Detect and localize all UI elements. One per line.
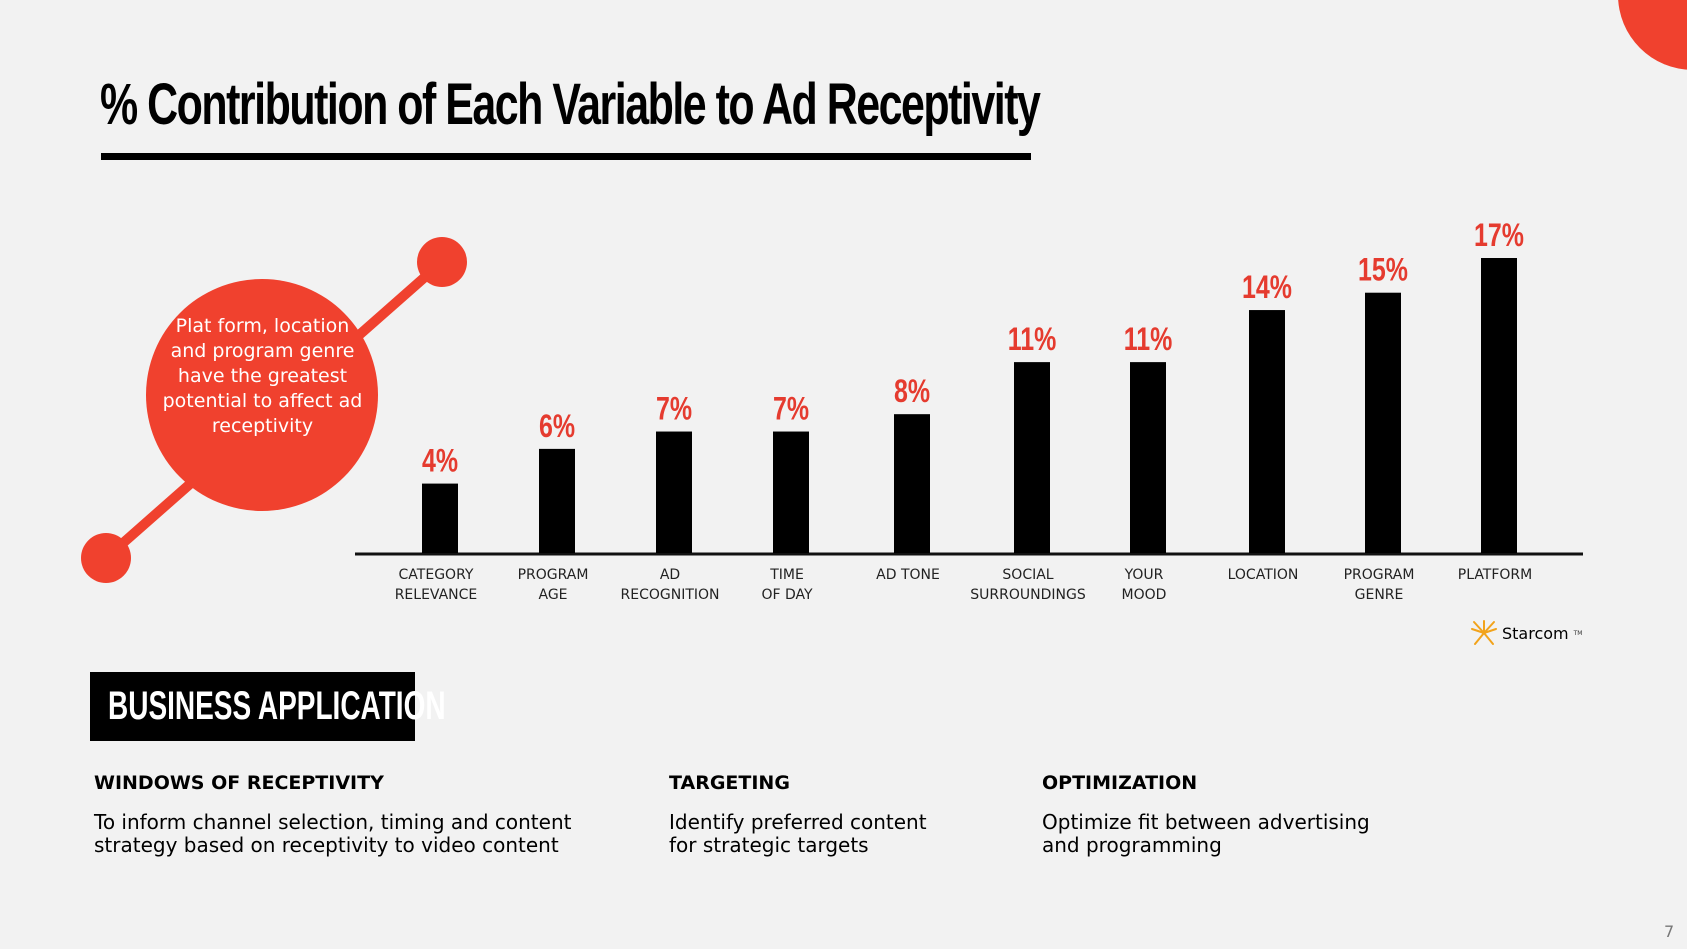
callout-dot-bottom (81, 533, 131, 583)
windows-of-receptivity-section: WINDOWS OF RECEPTIVITY To inform channel… (94, 772, 571, 857)
x-tick-label: SOCIAL (1002, 567, 1053, 583)
callout-text: Plat form, location and program genre ha… (162, 315, 363, 437)
x-tick-label: AD TONE (876, 567, 940, 583)
x-tick-label: RELEVANCE (395, 587, 478, 603)
x-tick-label: AD (660, 567, 680, 583)
x-tick-label: RECOGNITION (621, 587, 720, 603)
x-tick-label: TIME (769, 567, 804, 583)
bar-value-label: 11% (1008, 322, 1057, 358)
callout-dot-top (417, 237, 467, 287)
x-tick-label: SURROUNDINGS (970, 587, 1086, 603)
bar (773, 431, 809, 553)
bar (1481, 258, 1517, 553)
x-tick-label: PLATFORM (1458, 567, 1532, 583)
bar-value-label: 7% (656, 392, 692, 428)
x-tick-label: OF DAY (761, 587, 813, 603)
targeting-section: TARGETING Identify preferred content for… (669, 772, 927, 857)
section-text: To inform channel selection, timing and … (94, 810, 572, 857)
bar (894, 414, 930, 553)
page-number: 7 (1664, 922, 1675, 941)
section-heading: OPTIMIZATION (1042, 772, 1198, 794)
logo-wordmark: Starcom (1502, 623, 1569, 643)
bar-value-label: 11% (1124, 322, 1173, 358)
x-tick-label: CATEGORY (399, 567, 474, 583)
bar-value-label: 8% (894, 374, 930, 410)
bar (539, 448, 575, 553)
section-heading: WINDOWS OF RECEPTIVITY (94, 772, 384, 794)
bar-value-label: 6% (539, 409, 575, 445)
bar-value-label: 14% (1242, 270, 1292, 306)
bar (1130, 362, 1166, 553)
x-tick-label: AGE (538, 587, 567, 603)
business-application-header: BUSINESS APPLICATION (90, 672, 446, 741)
bar (656, 431, 692, 553)
bar-value-label: 7% (773, 392, 809, 428)
bar (1014, 362, 1050, 553)
bar-value-label: 15% (1358, 253, 1408, 289)
starcom-logo: Starcom TM (1470, 620, 1582, 646)
bars-group: 4% CATEGORY RELEVANCE 6% PROGRAM AGE 7% AD RECOG… (395, 218, 1533, 603)
x-tick-label: PROGRAM (518, 567, 589, 583)
x-tick-label: PROGRAM (1344, 567, 1415, 583)
bar-value-label: 4% (422, 444, 458, 480)
bar (1249, 310, 1285, 553)
section-text: Optimize fit between advertising and pro… (1042, 810, 1370, 857)
x-tick-label: MOOD (1122, 587, 1167, 603)
section-text: Identify preferred content for strategic… (669, 810, 927, 857)
title-underline (101, 153, 1031, 160)
starburst-icon (1471, 620, 1497, 645)
x-tick-label: GENRE (1355, 587, 1404, 603)
bar (1365, 292, 1401, 553)
logo-trademark: TM (1573, 629, 1583, 637)
x-tick-label: LOCATION (1228, 567, 1299, 583)
page-title: % Contribution of Each Variable to Ad Re… (100, 72, 1041, 137)
business-application-title: BUSINESS APPLICATION (108, 684, 446, 728)
bar (422, 483, 458, 553)
bar-value-label: 17% (1474, 218, 1524, 254)
optimization-section: OPTIMIZATION Optimize fit between advert… (1042, 772, 1370, 857)
section-heading: TARGETING (669, 772, 790, 794)
x-tick-label: YOUR (1124, 567, 1164, 583)
callout-bubble (146, 279, 378, 511)
